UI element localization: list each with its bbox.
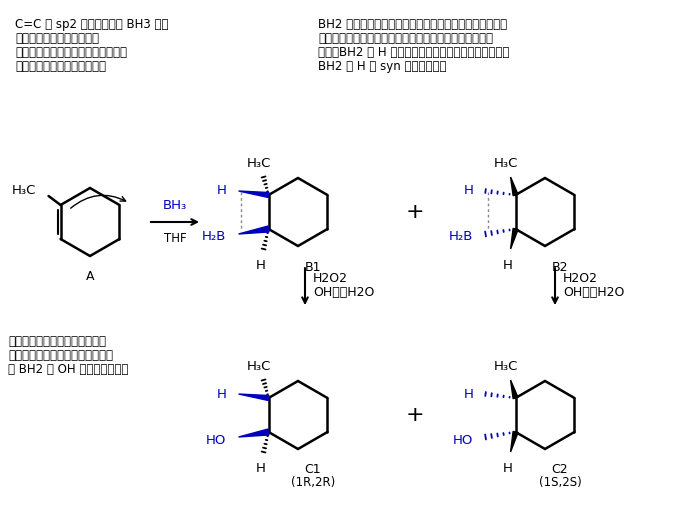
Text: この過程で、基質によっては立体異: この過程で、基質によっては立体異 [15, 46, 127, 59]
Polygon shape [239, 191, 269, 198]
Polygon shape [510, 431, 518, 452]
Text: (1R,2R): (1R,2R) [291, 476, 335, 489]
Text: H: H [216, 184, 227, 198]
Polygon shape [510, 177, 518, 195]
Text: H: H [503, 259, 512, 272]
Text: B2: B2 [551, 261, 568, 274]
Text: C1: C1 [305, 463, 321, 476]
Text: H₃C: H₃C [12, 184, 36, 196]
Text: H₃C: H₃C [246, 360, 271, 373]
Text: H₂B: H₂B [202, 230, 227, 244]
Text: H₃C: H₃C [493, 157, 518, 170]
Text: H: H [463, 388, 473, 400]
Polygon shape [239, 429, 269, 437]
Text: BH₃: BH₃ [163, 199, 187, 212]
Text: H2O2: H2O2 [313, 271, 348, 285]
Text: 側または下側に付加する。: 側または下側に付加する。 [15, 32, 99, 45]
Text: +: + [406, 405, 424, 425]
Text: H: H [216, 388, 227, 400]
Text: OH－、H2O: OH－、H2O [313, 287, 374, 299]
Text: A: A [86, 270, 94, 283]
Text: する。このため主生成物が逆マルコフニコフ型となる。: する。このため主生成物が逆マルコフニコフ型となる。 [318, 32, 493, 45]
Text: C=C の sp2 平面に対して BH3 が上: C=C の sp2 平面に対して BH3 が上 [15, 18, 168, 31]
Polygon shape [239, 226, 269, 234]
Text: H₃C: H₃C [246, 157, 271, 170]
Text: アルカリ性過酸化水素処理で、: アルカリ性過酸化水素処理で、 [8, 335, 106, 348]
Text: に BH2 が OH に置換される。: に BH2 が OH に置換される。 [8, 363, 128, 376]
Polygon shape [510, 228, 518, 249]
Text: H2O2: H2O2 [563, 271, 598, 285]
Text: BH2 が立体障害を避けて置換基の少ない方の炭素に結合: BH2 が立体障害を避けて置換基の少ない方の炭素に結合 [318, 18, 507, 31]
Text: B1: B1 [305, 261, 321, 274]
Text: また、BH2 と H がゆるくつながったまま付加するので: また、BH2 と H がゆるくつながったまま付加するので [318, 46, 510, 59]
Text: 酸化と加水分解が起こり、最終的: 酸化と加水分解が起こり、最終的 [8, 349, 113, 362]
Text: +: + [406, 202, 424, 222]
Text: HO: HO [453, 433, 473, 447]
Text: H: H [503, 462, 512, 475]
FancyArrowPatch shape [70, 195, 126, 208]
Polygon shape [510, 380, 518, 399]
Text: (1S,2S): (1S,2S) [539, 476, 581, 489]
Text: HO: HO [206, 433, 227, 447]
Text: H₃C: H₃C [493, 360, 518, 373]
Text: H: H [255, 462, 265, 475]
Text: H: H [463, 184, 473, 198]
Text: H₂B: H₂B [450, 230, 473, 244]
Text: C2: C2 [551, 463, 568, 476]
Text: THF: THF [164, 232, 186, 245]
Text: 性体を生じる可能性がある。: 性体を生じる可能性がある。 [15, 60, 106, 73]
Polygon shape [239, 394, 269, 400]
Text: H: H [255, 259, 265, 272]
Text: BH2 と H の syn 付加となる。: BH2 と H の syn 付加となる。 [318, 60, 447, 73]
Text: OH－、H2O: OH－、H2O [563, 287, 625, 299]
